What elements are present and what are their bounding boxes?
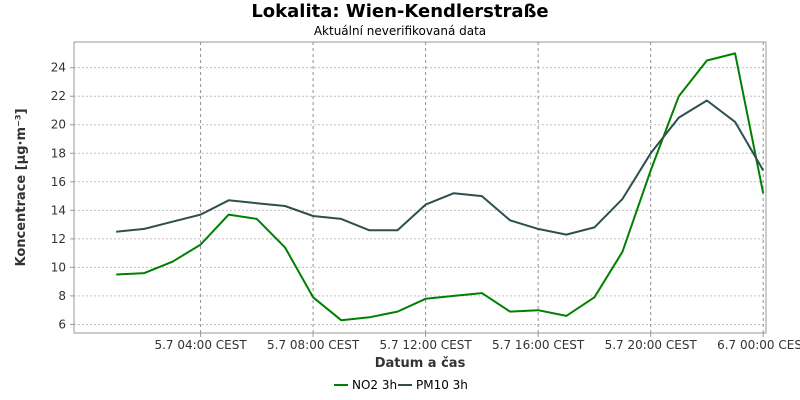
legend-label: PM10 3h (416, 378, 468, 392)
series-line-pm10 (116, 99, 765, 236)
y-tick-label: 14 (51, 203, 66, 217)
series-layer (116, 52, 765, 322)
x-tick-label: 6.7 00:00 CEST (717, 338, 800, 352)
y-tick-label: 8 (58, 289, 66, 303)
chart-title: Lokalita: Wien-Kendlerstraße (251, 1, 549, 22)
x-tick-label: 5.7 04:00 CEST (154, 338, 247, 352)
y-tick-label: 24 (51, 61, 66, 75)
x-tick-label: 5.7 12:00 CEST (380, 338, 473, 352)
series-line-no2 (116, 52, 765, 322)
legend-item-pm10: PM10 3h (398, 378, 468, 392)
x-tick-label: 5.7 20:00 CEST (605, 338, 698, 352)
y-axis-label: Koncentrace [µg·m⁻³] (14, 108, 29, 266)
grid-layer (74, 42, 766, 333)
y-tick-label: 16 (51, 175, 66, 189)
legend-label: NO2 3h (352, 378, 397, 392)
y-tick-label: 18 (51, 146, 66, 160)
y-tick-label: 22 (51, 89, 66, 103)
plot-area-frame (73, 41, 767, 334)
legend-item-no2: NO2 3h (334, 378, 397, 392)
chart-subtitle: Aktuální neverifikovaná data (313, 24, 487, 38)
x-tick-label: 5.7 08:00 CEST (267, 338, 360, 352)
y-tick-label: 10 (51, 260, 66, 274)
y-tick-label: 6 (58, 317, 66, 331)
x-axis-label: Datum a čas (375, 356, 466, 371)
x-tick-label: 5.7 16:00 CEST (492, 338, 585, 352)
y-tick-label: 20 (51, 118, 66, 132)
legend: NO2 3h PM10 3h (334, 378, 468, 392)
axis-layer: 6 8 10 12 14 16 18 20 22 24 5.7 04:00 CEST 5.7 08:0… (51, 61, 800, 352)
y-tick-label: 12 (51, 232, 66, 246)
